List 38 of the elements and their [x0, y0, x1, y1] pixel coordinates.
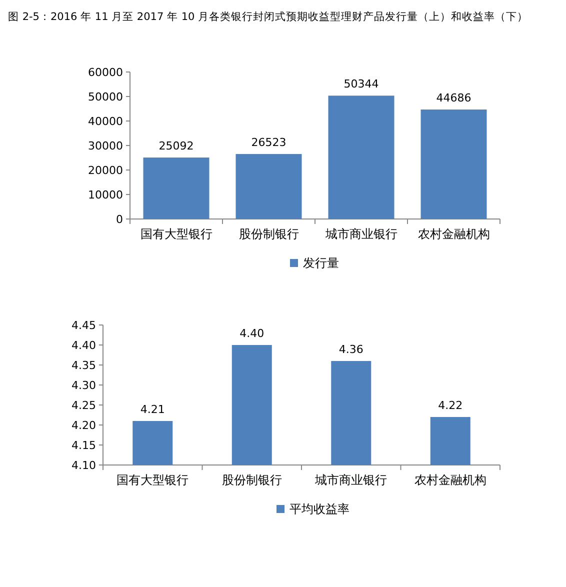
x-tick-label: 城市商业银行 [324, 227, 398, 241]
y-tick-label: 10000 [88, 188, 123, 202]
y-tick-label: 4.10 [72, 459, 96, 472]
bar [328, 96, 394, 219]
y-tick-label: 0 [116, 213, 123, 226]
data-label: 4.21 [140, 403, 165, 416]
data-label: 4.40 [240, 327, 264, 340]
data-label: 4.22 [438, 399, 463, 412]
data-label: 26523 [251, 136, 286, 150]
x-tick-label: 国有大型银行 [116, 473, 189, 487]
y-tick-label: 50000 [88, 90, 123, 104]
y-tick-label: 60000 [88, 66, 123, 79]
y-tick-label: 4.35 [72, 359, 96, 372]
y-tick-label: 4.20 [72, 419, 96, 432]
bar [420, 110, 487, 219]
x-tick-label: 股份制银行 [238, 227, 299, 241]
y-tick-label: 4.15 [72, 439, 96, 452]
y-tick-label: 20000 [88, 164, 123, 177]
y-tick-label: 4.30 [72, 379, 96, 392]
legend-label: 平均收益率 [290, 502, 350, 516]
data-label: 50344 [344, 78, 379, 91]
x-tick-label: 国有大型银行 [140, 227, 212, 241]
y-tick-label: 30000 [88, 140, 123, 152]
chart-title: 图 2-5：2016 年 11 月至 2017 年 10 月各类银行封闭式预期收益型理财产品发行量（上）和收益率（下） [8, 10, 528, 23]
y-tick-label: 40000 [88, 115, 123, 128]
x-tick-label: 农村金融机构 [418, 227, 490, 241]
bar [143, 158, 210, 219]
x-tick-label: 城市商业银行 [314, 473, 388, 487]
y-tick-label: 4.25 [72, 399, 96, 412]
data-label: 4.36 [338, 343, 364, 356]
y-tick-label: 4.40 [72, 339, 96, 352]
x-tick-label: 农村金融机构 [414, 473, 486, 487]
x-tick-label: 股份制银行 [222, 473, 282, 487]
legend-label: 发行量 [303, 256, 339, 270]
y-tick-label: 4.45 [72, 319, 96, 332]
data-label: 44686 [436, 92, 472, 105]
data-label: 25092 [158, 140, 194, 153]
bar [236, 154, 302, 219]
